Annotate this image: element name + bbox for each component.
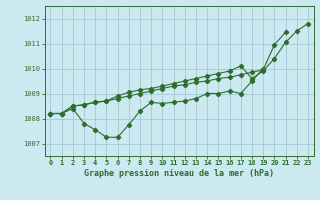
X-axis label: Graphe pression niveau de la mer (hPa): Graphe pression niveau de la mer (hPa): [84, 169, 274, 178]
